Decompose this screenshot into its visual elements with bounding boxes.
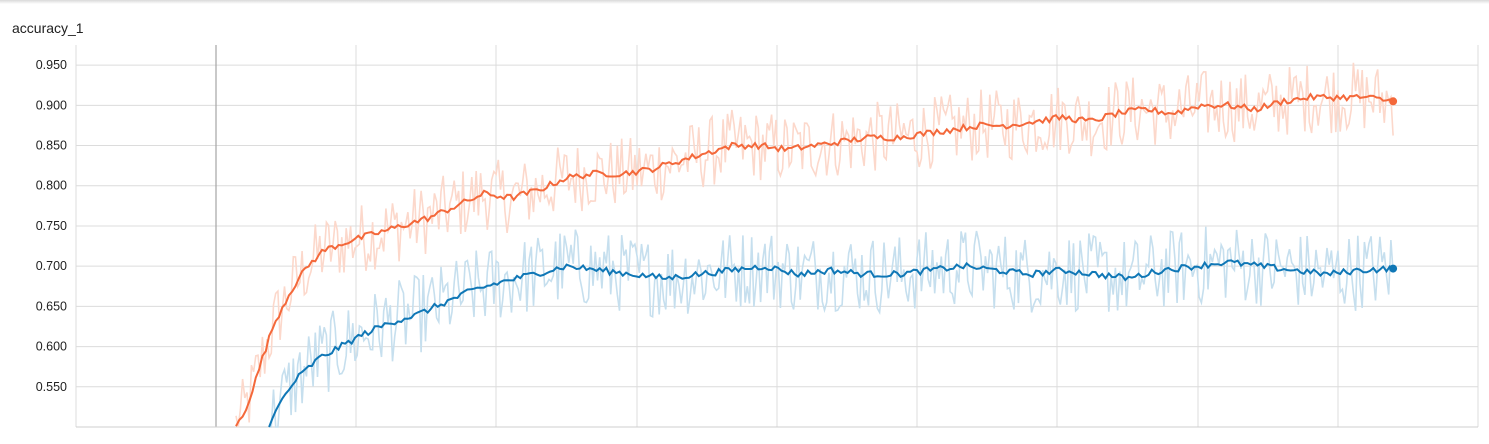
top-shadow-bar xyxy=(0,0,1489,4)
y-tick-label: 0.800 xyxy=(36,179,67,193)
y-tick-label: 0.900 xyxy=(36,98,67,112)
grid-lines xyxy=(75,45,1479,428)
y-tick-label: 0.650 xyxy=(36,299,67,313)
y-tick-label: 0.600 xyxy=(36,340,67,354)
series-layer xyxy=(235,62,1398,428)
series-raw-line xyxy=(269,226,1394,428)
y-tick-label: 0.950 xyxy=(36,58,67,72)
series-smoothed-line xyxy=(268,259,1394,428)
series-end-point[interactable] xyxy=(1389,97,1398,106)
y-axis-labels: 0.550 0.600 0.650 0.700 0.750 0.800 0.850 0.900… xyxy=(36,58,67,394)
y-tick-label: 0.700 xyxy=(36,259,67,273)
chart-title: accuracy_1 xyxy=(12,20,84,36)
series-smoothed-line xyxy=(235,92,1394,427)
y-tick-label: 0.750 xyxy=(36,219,67,233)
y-tick-label: 0.850 xyxy=(36,139,67,153)
series-raw-line xyxy=(235,62,1394,428)
y-tick-label: 0.550 xyxy=(36,380,67,394)
series-end-point[interactable] xyxy=(1389,264,1398,273)
